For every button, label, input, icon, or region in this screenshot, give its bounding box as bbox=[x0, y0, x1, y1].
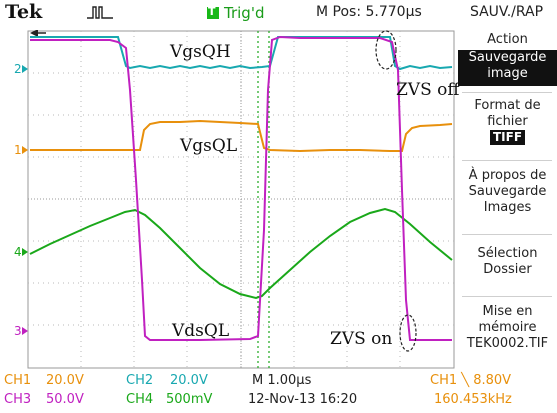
horizontal-position: M Pos: 5.770µs bbox=[316, 4, 422, 20]
ch2-scale: 20.0V bbox=[170, 373, 208, 388]
menu-about-line2: Sauvegarde bbox=[458, 184, 557, 200]
menu-separator bbox=[462, 234, 552, 235]
menu-save-line1: Mise en bbox=[458, 304, 557, 320]
ch4-ground-marker: 4 bbox=[14, 245, 28, 259]
menu-separator bbox=[462, 296, 552, 297]
svg-text:3: 3 bbox=[14, 324, 22, 338]
label-vdsql: VdsQL bbox=[172, 321, 229, 341]
menu-format-value: TIFF bbox=[490, 130, 525, 145]
trigger-level: CH1 ╲ 8.80V bbox=[430, 373, 511, 388]
ch3-scale: 50.0V bbox=[46, 392, 84, 407]
menu-action-button[interactable]: Sauvegarde image bbox=[458, 50, 557, 86]
label-zvs-off: ZVS off bbox=[396, 80, 459, 100]
date-time: 12-Nov-13 16:20 bbox=[248, 392, 357, 407]
menu-about-button[interactable]: À propos de Sauvegarde Images bbox=[458, 168, 557, 220]
menu-separator bbox=[462, 160, 552, 161]
menu-format-line1: Format de bbox=[458, 98, 557, 114]
menu-action-value-line1: Sauvegarde bbox=[458, 50, 557, 66]
ch1-label: CH1 bbox=[4, 373, 31, 388]
svg-text:2: 2 bbox=[14, 62, 22, 76]
ch4-scale: 500mV bbox=[166, 392, 212, 407]
menu-save-file: TEK0002.TIF bbox=[458, 336, 557, 352]
menu-about-line3: Images bbox=[458, 200, 557, 216]
label-vgsqh: VgsQH bbox=[170, 42, 231, 62]
ch2-label: CH2 bbox=[126, 373, 153, 388]
menu-action-label: Action bbox=[458, 32, 557, 48]
menu-about-line1: À propos de bbox=[458, 168, 557, 184]
menu-select-folder-button[interactable]: Sélection Dossier bbox=[458, 246, 557, 280]
menu-action-value-line2: image bbox=[458, 66, 557, 82]
menu-title: SAUV./RAP bbox=[456, 4, 557, 20]
ch1-scale: 20.0V bbox=[46, 373, 84, 388]
trigger-status: Trig'd bbox=[224, 4, 264, 22]
brand-logo: Tek bbox=[5, 1, 42, 23]
side-menu: SAUV./RAP Action Sauvegarde image Format… bbox=[456, 0, 557, 370]
ch2-ground-marker: 2 bbox=[14, 62, 28, 76]
menu-select-line2: Dossier bbox=[458, 262, 557, 278]
label-vgsql: VgsQL bbox=[180, 136, 237, 156]
trigger-state-icon: T bbox=[207, 7, 219, 19]
ch4-label: CH4 bbox=[126, 392, 153, 407]
trigger-frequency: 160.453kHz bbox=[434, 392, 512, 407]
svg-text:4: 4 bbox=[14, 245, 22, 259]
menu-save-line2: mémoire bbox=[458, 320, 557, 336]
menu-select-line1: Sélection bbox=[458, 246, 557, 262]
menu-separator bbox=[462, 92, 552, 93]
ch3-ground-marker: 3 bbox=[14, 324, 28, 338]
menu-format-line2: fichier bbox=[458, 114, 557, 130]
menu-format-button[interactable]: Format de fichier TIFF bbox=[458, 98, 557, 150]
timebase: M 1.00µs bbox=[252, 373, 311, 388]
menu-save-button[interactable]: Mise en mémoire TEK0002.TIF bbox=[458, 304, 557, 356]
ch3-label: CH3 bbox=[4, 392, 31, 407]
bottom-status-bar: CH1 20.0V CH2 20.0V M 1.00µs CH1 ╲ 8.80V… bbox=[0, 370, 557, 413]
waveform-display: 2 1 4 3 bbox=[0, 30, 456, 370]
ch1-ground-marker: 1 bbox=[14, 143, 28, 157]
label-zvs-on: ZVS on bbox=[330, 329, 392, 349]
svg-text:1: 1 bbox=[14, 143, 22, 157]
trigger-mode-icon bbox=[86, 4, 114, 20]
